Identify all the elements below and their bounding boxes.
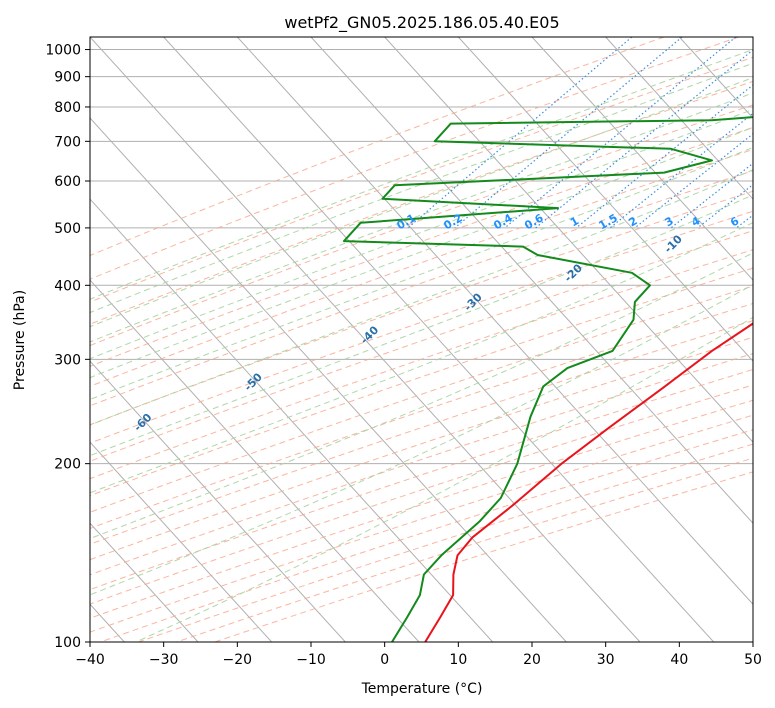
isotherm-line [90, 441, 273, 642]
isotherm-label: -70 [14, 459, 37, 482]
moist-adiabat [90, 169, 753, 426]
isotherm-line [90, 279, 420, 642]
dry-adiabat [90, 320, 753, 545]
dry-adiabat [90, 37, 739, 280]
y-tick-label: 500 [54, 221, 81, 237]
dry-adiabat [90, 190, 753, 426]
x-tick-label: −20 [223, 652, 253, 668]
dry-adiabat [100, 429, 753, 642]
x-tick-label: 50 [744, 652, 762, 668]
y-tick-label: 400 [54, 278, 81, 294]
mixing-ratio-line [736, 214, 753, 229]
mixing-ratio-label: 6 [728, 214, 741, 229]
x-tick-label: −40 [75, 652, 105, 668]
y-tick-label: 200 [54, 457, 81, 473]
isotherm-line [90, 37, 641, 642]
mixing-ratio-line [670, 162, 753, 229]
moist-adiabat [90, 62, 753, 314]
isotherm-line [384, 37, 753, 443]
dry-adiabat [90, 210, 753, 444]
dry-adiabat [90, 37, 665, 256]
mixing-ratio-line [407, 37, 633, 229]
dry-adiabat [138, 443, 753, 642]
x-tick-label: 10 [449, 652, 467, 668]
x-tick-label: 30 [597, 652, 615, 668]
moist-adiabat [135, 316, 753, 642]
x-tick-label: 40 [670, 652, 688, 668]
dry-adiabat [90, 303, 753, 530]
y-tick-label: 900 [54, 70, 81, 86]
isotherm-line [752, 37, 753, 38]
isotherm-label: -10 [662, 232, 685, 255]
y-tick-label: 700 [54, 134, 81, 150]
isotherm-label: -20 [562, 261, 585, 284]
isotherm-line [163, 37, 715, 642]
isotherm-line [236, 37, 753, 605]
plot-frame [89, 36, 754, 643]
isotherm-label: -30 [462, 290, 485, 313]
mixing-ratio-line [504, 37, 737, 229]
background-lines [90, 37, 775, 642]
y-tick-label: 800 [54, 100, 81, 116]
x-tick-label: 0 [380, 652, 389, 668]
mixing-ratio-label: 8 [757, 214, 770, 229]
dry-adiabat [90, 353, 753, 576]
isotherm-line [90, 117, 567, 642]
x-tick-label: −10 [296, 652, 326, 668]
mixing-ratio-label: 1 [568, 214, 581, 229]
dry-adiabat [90, 126, 753, 367]
y-tick-label: 300 [54, 352, 81, 368]
dry-adiabat [90, 368, 753, 591]
mixing-ratio-label: 0.4 [491, 211, 515, 232]
x-tick-label: −30 [149, 652, 179, 668]
x-tick-label: 20 [523, 652, 541, 668]
y-tick-label: 1000 [45, 43, 81, 59]
y-tick-label: 100 [54, 635, 81, 651]
isotherm-line [90, 360, 346, 642]
y-tick-label: 600 [54, 174, 81, 190]
isotherm-line [90, 198, 494, 642]
y-axis-label: Pressure (hPa) [12, 290, 28, 390]
dry-adiabat [90, 56, 753, 303]
x-axis-label: Temperature (°C) [361, 681, 483, 697]
mixing-ratio-line [765, 37, 775, 228]
dry-adiabat [90, 399, 753, 619]
isotherm-line [605, 37, 753, 200]
moist-adiabat [90, 92, 753, 343]
moist-adiabat [90, 146, 753, 400]
isotherm-label: -60 [131, 411, 154, 434]
dry-adiabat [90, 414, 753, 633]
dewpoint-line [343, 116, 753, 642]
isotherm-line [457, 37, 753, 362]
axes: −40 −30 −20 −10 0 10 20 30 40 5010020030040050060… [45, 43, 762, 668]
mixing-ratio-line [454, 37, 683, 229]
data-series [343, 116, 753, 642]
mixing-ratio-label: 4 [689, 214, 702, 229]
moist-adiabat [90, 108, 753, 360]
mixing-ratio-line [609, 112, 753, 229]
chart-title: wetPf2_GN05.2025.186.05.40.E05 [284, 13, 559, 33]
mixing-ratio-label: 1.5 [597, 211, 620, 232]
moist-adiabat [90, 49, 753, 300]
temperature-line [424, 322, 753, 642]
mixing-ratio-line [535, 49, 753, 229]
dry-adiabat [90, 148, 753, 387]
dry-adiabat [90, 170, 753, 407]
mixing-ratio-line [575, 84, 753, 229]
isotherm-line [90, 522, 199, 642]
dry-adiabat [90, 267, 753, 497]
isotherm-line [531, 37, 753, 281]
moist-adiabat [90, 194, 753, 457]
dry-adiabat [90, 230, 753, 462]
